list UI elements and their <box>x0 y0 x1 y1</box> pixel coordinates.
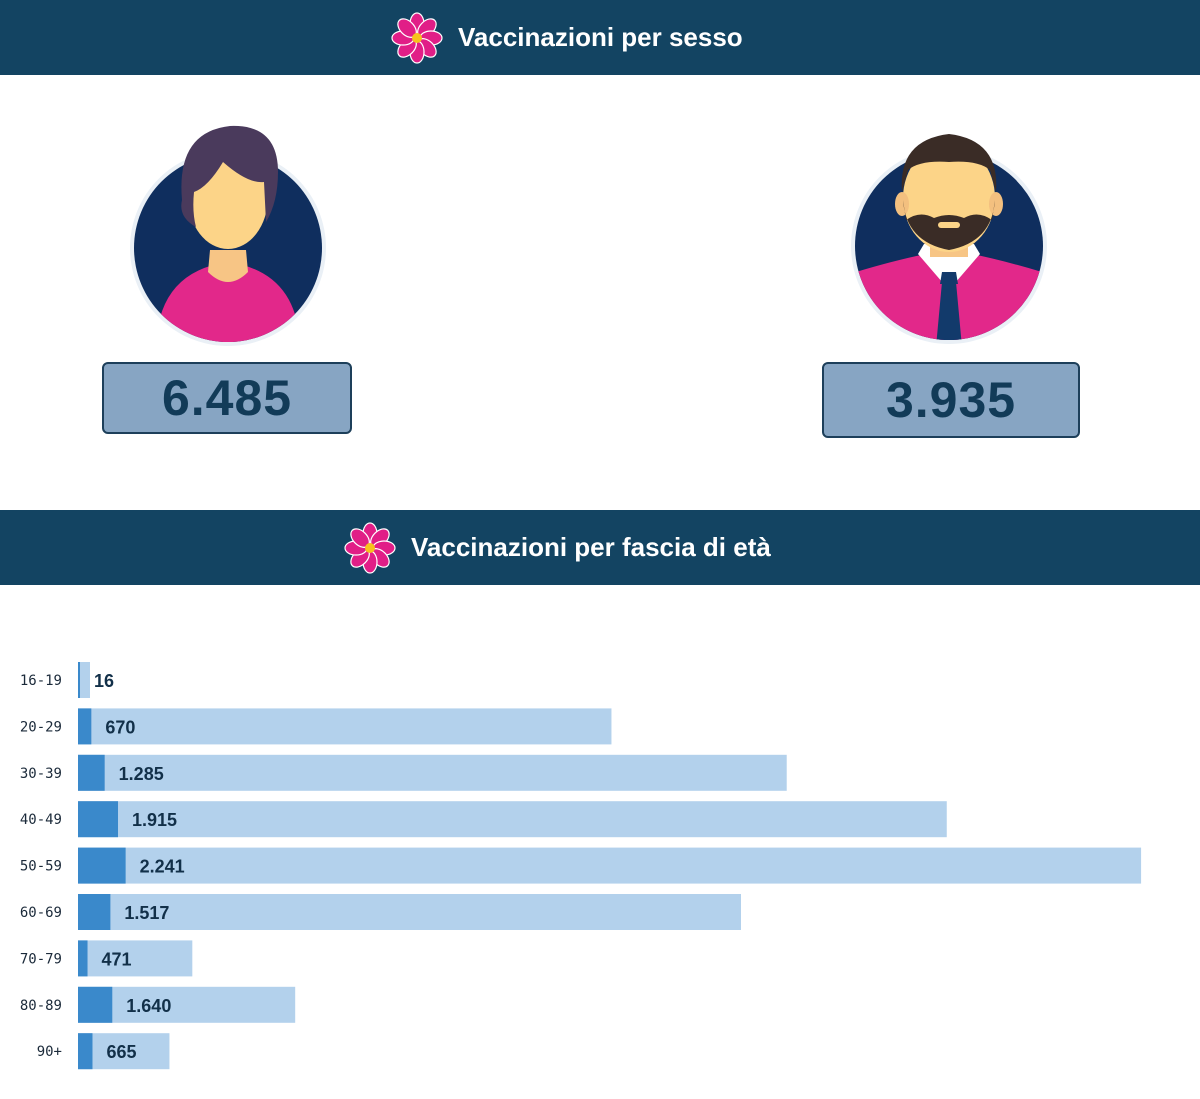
tick-label: 60-69 <box>20 905 62 921</box>
bar-segment <box>78 708 92 745</box>
bar <box>78 847 1142 884</box>
bar <box>78 940 193 977</box>
data-label: 1.285 <box>119 764 164 784</box>
data-label: 1.915 <box>132 810 177 830</box>
bar <box>78 708 612 745</box>
bar-segment <box>78 940 88 977</box>
pink-flower-icon <box>344 521 396 574</box>
bar-segment <box>78 894 111 930</box>
male-count: 3.935 <box>885 372 1017 428</box>
bar <box>78 754 787 791</box>
tick-label: 16-19 <box>20 673 62 689</box>
data-label: 1.517 <box>124 903 169 923</box>
data-label: 16 <box>94 671 114 691</box>
bar-segment <box>78 986 113 1023</box>
sex-section-title: Vaccinazioni per sesso <box>458 22 743 52</box>
age-section-title: Vaccinazioni per fascia di età <box>411 532 771 562</box>
pink-flower-icon <box>391 11 443 64</box>
male-avatar-icon <box>851 134 1047 344</box>
bar <box>78 1033 170 1070</box>
bar <box>78 894 741 930</box>
bar-segment <box>78 847 126 884</box>
data-label: 471 <box>102 949 132 969</box>
data-label: 1.640 <box>126 996 171 1016</box>
bar <box>78 801 947 838</box>
female-count-box: 6.485 <box>102 362 352 434</box>
bar <box>78 986 296 1023</box>
bar <box>78 662 90 698</box>
age-section-banner: Vaccinazioni per fascia di età <box>0 510 1200 585</box>
tick-label: 20-29 <box>20 719 62 735</box>
male-count-box: 3.935 <box>822 362 1080 438</box>
tick-label: 40-49 <box>20 812 62 828</box>
age-bar-chart: 16-19 16 20-29 670 30-39 1.285 40-49 1.915 50-59… <box>20 662 1142 1070</box>
data-label: 665 <box>106 1042 136 1062</box>
female-count: 6.485 <box>161 370 293 426</box>
female-avatar-icon <box>130 125 326 346</box>
bar-segment <box>78 1033 93 1070</box>
tick-label: 50-59 <box>20 859 62 875</box>
data-label: 2.241 <box>140 857 185 877</box>
tick-label: 90+ <box>37 1044 62 1060</box>
bar-segment <box>78 801 119 838</box>
bar-segment <box>78 754 105 791</box>
sex-section-banner: Vaccinazioni per sesso <box>0 0 1200 75</box>
tick-label: 80-89 <box>20 998 62 1014</box>
data-label: 670 <box>105 717 135 737</box>
tick-label: 30-39 <box>20 766 62 782</box>
tick-label: 70-79 <box>20 951 62 967</box>
bar-segment <box>78 662 80 698</box>
